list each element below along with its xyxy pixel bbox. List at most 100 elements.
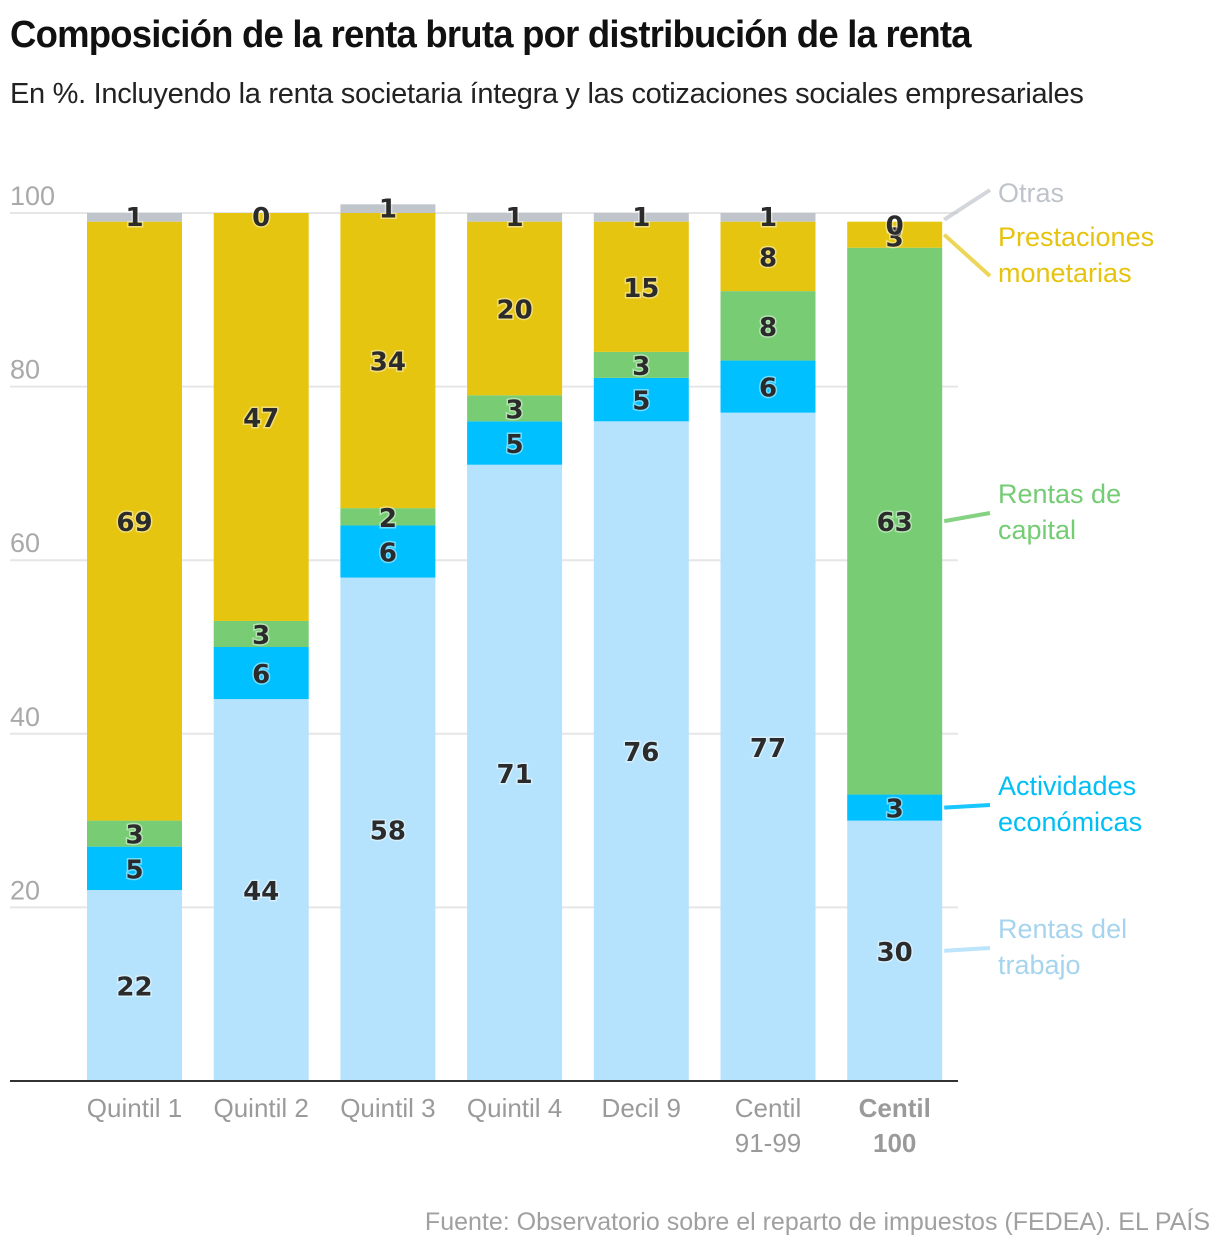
bar-segment: [593, 351, 689, 378]
value-label: 69: [116, 508, 152, 538]
value-label: 8: [759, 243, 777, 273]
bar-segment: [467, 421, 563, 465]
value-label: 1: [632, 203, 650, 233]
legend-connector: [944, 946, 991, 953]
value-label: 63: [877, 508, 913, 538]
value-label: 3: [632, 352, 650, 382]
value-label: 8: [759, 313, 777, 343]
legend-label: económicas: [998, 807, 1142, 837]
x-tick-label: 100: [873, 1128, 916, 1158]
legend-label: capital: [998, 515, 1076, 545]
bar-segment: [720, 412, 816, 1081]
x-tick-label: Quintil 2: [214, 1093, 309, 1123]
value-label: 44: [243, 877, 279, 907]
value-label: 77: [750, 734, 786, 764]
value-label: 15: [623, 274, 659, 304]
bar-segment: [467, 213, 563, 222]
legend-connector: [943, 511, 991, 524]
y-tick-label-60: 60: [10, 528, 40, 558]
value-label: 20: [497, 295, 533, 325]
x-tick-label: 91-99: [735, 1128, 802, 1158]
legend-connector: [942, 233, 992, 278]
legend-label: Rentas de: [998, 479, 1121, 509]
bar-segment: [213, 213, 309, 621]
x-tick-label: Decil 9: [602, 1093, 681, 1123]
x-tick-label: Centil: [859, 1093, 931, 1123]
value-label: 1: [125, 203, 143, 233]
legend-label: trabajo: [998, 950, 1081, 980]
value-label: 6: [252, 660, 270, 690]
value-label: 3: [252, 621, 270, 651]
bar-segment: [340, 213, 436, 509]
x-tick-label: Centil: [735, 1093, 801, 1123]
value-label: 30: [877, 938, 913, 968]
value-label: 3: [886, 224, 904, 254]
value-label: 6: [379, 539, 397, 569]
legend-connector: [944, 803, 991, 810]
y-tick-label-80: 80: [10, 355, 40, 385]
x-tick-label: Quintil 4: [467, 1093, 562, 1123]
bar-segment: [847, 221, 943, 248]
legend-label: monetarias: [998, 258, 1132, 288]
bar-segment: [720, 291, 816, 361]
bar-segment: [340, 508, 436, 526]
bar-segment: [593, 221, 689, 352]
value-label: 3: [506, 395, 524, 425]
legend-label: Rentas del: [998, 914, 1127, 944]
x-tick-label: Quintil 3: [340, 1093, 435, 1123]
y-axis-ticks: 20 40 60 80 100: [10, 181, 55, 905]
bar-segment: [720, 221, 816, 292]
value-label: 5: [125, 855, 143, 885]
bar-segment: [467, 221, 563, 396]
y-tick-label-100: 100: [10, 181, 55, 211]
bar-segment: [340, 204, 436, 213]
bar-segment: [87, 213, 182, 222]
x-axis-categories: Quintil 1 Quintil 2 Quintil 3 Quintil 4 Deci…: [87, 1093, 931, 1158]
y-tick-label-40: 40: [10, 702, 40, 732]
legend-label: Otras: [998, 178, 1064, 208]
bar-segment: [593, 377, 689, 422]
value-label: 0: [886, 212, 904, 242]
value-label: 1: [506, 203, 524, 233]
value-labels: 2253691446347058623417153201765315177688…: [115, 193, 914, 1004]
bar-segment: [467, 395, 563, 422]
bar-segment: [87, 820, 182, 847]
chart-subtitle: En %. Incluyendo la renta societaria ínt…: [10, 78, 1084, 110]
bar-segment: [87, 890, 182, 1081]
source-note: Fuente: Observatorio sobre el reparto de…: [424, 1208, 1210, 1236]
y-tick-label-20: 20: [10, 875, 40, 905]
bars: [87, 204, 943, 1082]
value-label: 6: [759, 374, 777, 404]
legend-label: Actividades: [998, 771, 1136, 801]
value-label: 34: [370, 348, 406, 378]
value-label: 5: [506, 430, 524, 460]
bar-segment: [340, 577, 436, 1081]
value-label: 22: [116, 973, 152, 1003]
legend-connector: [943, 188, 992, 222]
bar-segment: [847, 820, 943, 1081]
bar-segment: [213, 620, 309, 647]
chart-title: Composición de la renta bruta por distri…: [10, 14, 972, 56]
value-label: 76: [623, 738, 659, 768]
bar-segment: [213, 699, 309, 1081]
bar-segment: [593, 421, 689, 1081]
bar-segment: [467, 464, 563, 1082]
bar-segment: [847, 247, 943, 795]
value-label: 0: [252, 203, 270, 233]
bar-segment: [720, 213, 816, 222]
value-label: 5: [632, 387, 650, 417]
bar-segment: [213, 647, 309, 700]
value-label: 58: [370, 816, 406, 846]
legend-label: Prestaciones: [998, 222, 1154, 252]
x-tick-label: Quintil 1: [87, 1093, 182, 1123]
bar-segment: [340, 525, 436, 578]
legend: Rentas del trabajo Actividades económicas Re…: [942, 178, 1154, 980]
value-label: 3: [886, 795, 904, 825]
bar-segment: [593, 213, 689, 222]
bar-segment: [87, 846, 182, 891]
value-label: 3: [125, 821, 143, 851]
bar-segment: [720, 360, 816, 413]
value-label: 47: [243, 404, 279, 434]
value-label: 71: [497, 760, 533, 790]
